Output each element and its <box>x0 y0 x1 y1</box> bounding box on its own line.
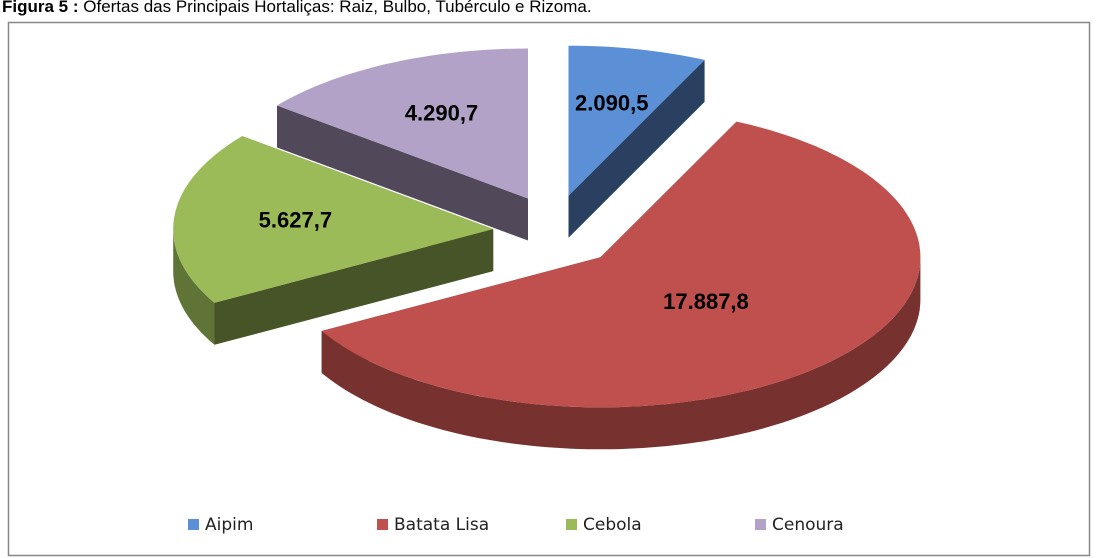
slice-top <box>568 45 705 196</box>
legend-swatch <box>377 519 388 530</box>
chart-title: Ofertas das Principais Hortaliças: Raiz,… <box>83 0 591 16</box>
pie-slice <box>321 121 921 450</box>
chart-heading: Figura 5 : Ofertas das Principais Hortal… <box>2 0 592 16</box>
legend-swatch <box>755 519 766 530</box>
legend-swatch <box>566 519 577 530</box>
legend-swatch <box>188 519 199 530</box>
pie-slice <box>568 45 705 238</box>
slice-top <box>277 48 528 199</box>
slice-side <box>568 59 705 238</box>
pie-slice <box>277 48 528 241</box>
slice-side <box>277 105 528 241</box>
slice-wall <box>321 257 921 450</box>
data-label: 5.627,7 <box>259 208 332 233</box>
data-label: 17.887,8 <box>663 289 749 314</box>
legend-label: Aipim <box>205 515 253 535</box>
slice-top <box>321 121 921 408</box>
legend-label: Cenoura <box>772 515 844 535</box>
data-label: 2.090,5 <box>575 91 648 116</box>
pie-slice <box>173 136 494 345</box>
slice-side <box>214 229 494 345</box>
slice-wall <box>173 229 215 345</box>
figure-label: Figura 5 : <box>2 0 79 16</box>
legend-label: Batata Lisa <box>394 515 489 535</box>
data-label: 4.290,7 <box>405 101 478 126</box>
legend-label: Cebola <box>583 515 642 535</box>
slice-top <box>173 136 494 303</box>
